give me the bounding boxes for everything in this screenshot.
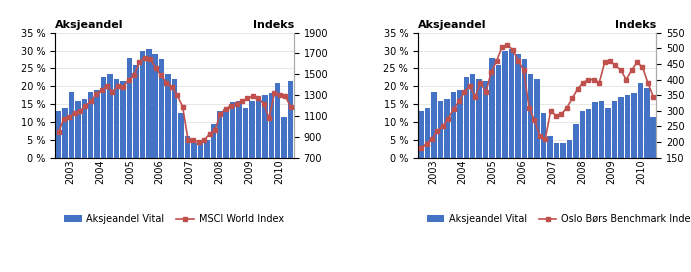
Bar	[618, 97, 624, 158]
Bar	[534, 79, 540, 158]
Text: Indeks: Indeks	[253, 20, 294, 30]
Bar	[457, 90, 462, 158]
Bar	[560, 143, 566, 158]
Bar	[159, 60, 164, 158]
Text: Aksjeandel: Aksjeandel	[55, 20, 124, 30]
Bar	[605, 108, 611, 158]
Text: Aksjeandel: Aksjeandel	[418, 20, 486, 30]
Bar	[483, 81, 489, 158]
Bar	[470, 74, 475, 158]
Bar	[522, 60, 527, 158]
Bar	[133, 65, 139, 158]
Bar	[191, 143, 197, 158]
Bar	[140, 51, 145, 158]
Bar	[230, 102, 236, 158]
Bar	[567, 140, 572, 158]
Bar	[464, 77, 469, 158]
Bar	[211, 124, 216, 158]
Bar	[547, 136, 553, 158]
Bar	[101, 77, 106, 158]
Bar	[62, 108, 68, 158]
Bar	[431, 92, 437, 158]
Bar	[444, 99, 450, 158]
Bar	[243, 108, 248, 158]
Bar	[612, 101, 617, 158]
Bar	[178, 113, 184, 158]
Bar	[495, 65, 501, 158]
Bar	[650, 117, 656, 158]
Bar	[126, 58, 132, 158]
Bar	[644, 88, 650, 158]
Bar	[476, 79, 482, 158]
Bar	[638, 83, 643, 158]
Bar	[528, 74, 533, 158]
Bar	[236, 101, 242, 158]
Bar	[269, 93, 274, 158]
Bar	[437, 101, 443, 158]
Bar	[451, 92, 456, 158]
Bar	[489, 58, 495, 158]
Bar	[256, 97, 261, 158]
Bar	[586, 110, 591, 158]
Bar	[75, 101, 81, 158]
Bar	[249, 101, 255, 158]
Bar	[82, 99, 87, 158]
Bar	[262, 95, 267, 158]
Bar	[541, 113, 547, 158]
Bar	[553, 143, 559, 158]
Bar	[68, 92, 74, 158]
Bar	[172, 79, 178, 158]
Bar	[184, 136, 190, 158]
Bar	[217, 111, 223, 158]
Bar	[592, 102, 598, 158]
Bar	[580, 111, 585, 158]
Bar	[146, 49, 151, 158]
Bar	[502, 51, 508, 158]
Bar	[425, 108, 430, 158]
Bar	[120, 81, 126, 158]
Bar	[204, 140, 209, 158]
Bar	[288, 81, 294, 158]
Legend: Aksjeandel Vital, Oslo Børs Benchmark Index: Aksjeandel Vital, Oslo Børs Benchmark In…	[423, 210, 691, 228]
Bar	[114, 79, 120, 158]
Bar	[107, 74, 113, 158]
Bar	[509, 49, 514, 158]
Bar	[198, 143, 203, 158]
Legend: Aksjeandel Vital, MSCI World Index: Aksjeandel Vital, MSCI World Index	[60, 210, 287, 228]
Bar	[515, 54, 520, 158]
Bar	[153, 54, 158, 158]
Bar	[281, 117, 287, 158]
Bar	[165, 74, 171, 158]
Bar	[56, 111, 61, 158]
Bar	[599, 101, 605, 158]
Text: Indeks: Indeks	[615, 20, 656, 30]
Bar	[573, 124, 578, 158]
Bar	[625, 95, 630, 158]
Bar	[418, 111, 424, 158]
Bar	[88, 92, 93, 158]
Bar	[223, 110, 229, 158]
Bar	[631, 93, 636, 158]
Bar	[275, 83, 281, 158]
Bar	[95, 90, 100, 158]
